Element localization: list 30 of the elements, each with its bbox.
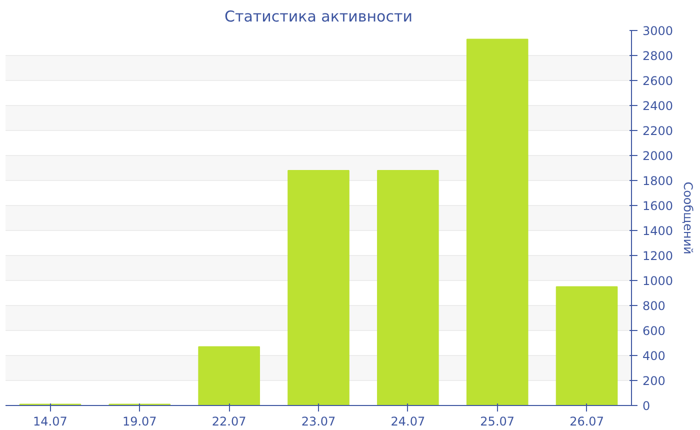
y-tick-label: 3000: [642, 24, 674, 38]
x-tick-label: 22.07: [212, 414, 246, 428]
x-tick-label: 25.07: [480, 414, 515, 428]
bar: [377, 170, 439, 406]
y-tick-label: 800: [642, 299, 666, 313]
y-tick-label: 600: [642, 324, 666, 338]
x-tick-label: 24.07: [390, 414, 426, 428]
y-tick-label: 1400: [642, 224, 674, 238]
x-tick-label: 26.07: [570, 414, 604, 428]
y-tick-label: 1000: [642, 274, 674, 288]
chart-title: Статистика активности: [224, 8, 412, 26]
y-tick-label: 1600: [642, 199, 674, 213]
bar: [556, 286, 618, 406]
y-tick-label: 1200: [642, 249, 674, 263]
bar: [288, 170, 350, 406]
y-tick-label: 400: [642, 349, 666, 363]
x-tick-label: 19.07: [122, 414, 157, 428]
y-tick-label: 2200: [642, 124, 674, 138]
y-tick-label: 1800: [642, 174, 674, 188]
y-tick-label: 200: [642, 374, 666, 388]
y-tick-label: 2400: [642, 99, 674, 113]
bar: [198, 346, 260, 406]
x-tick-label: 23.07: [301, 414, 336, 428]
y-tick-label: 2800: [642, 49, 674, 63]
y-tick-label: 2600: [642, 74, 674, 88]
y-tick-label: 0: [642, 399, 650, 413]
y-tick-label: 2000: [642, 149, 674, 163]
y-axis-title: Сообщений: [681, 182, 696, 254]
bar: [466, 38, 528, 406]
x-tick-label: 14.07: [33, 414, 68, 428]
